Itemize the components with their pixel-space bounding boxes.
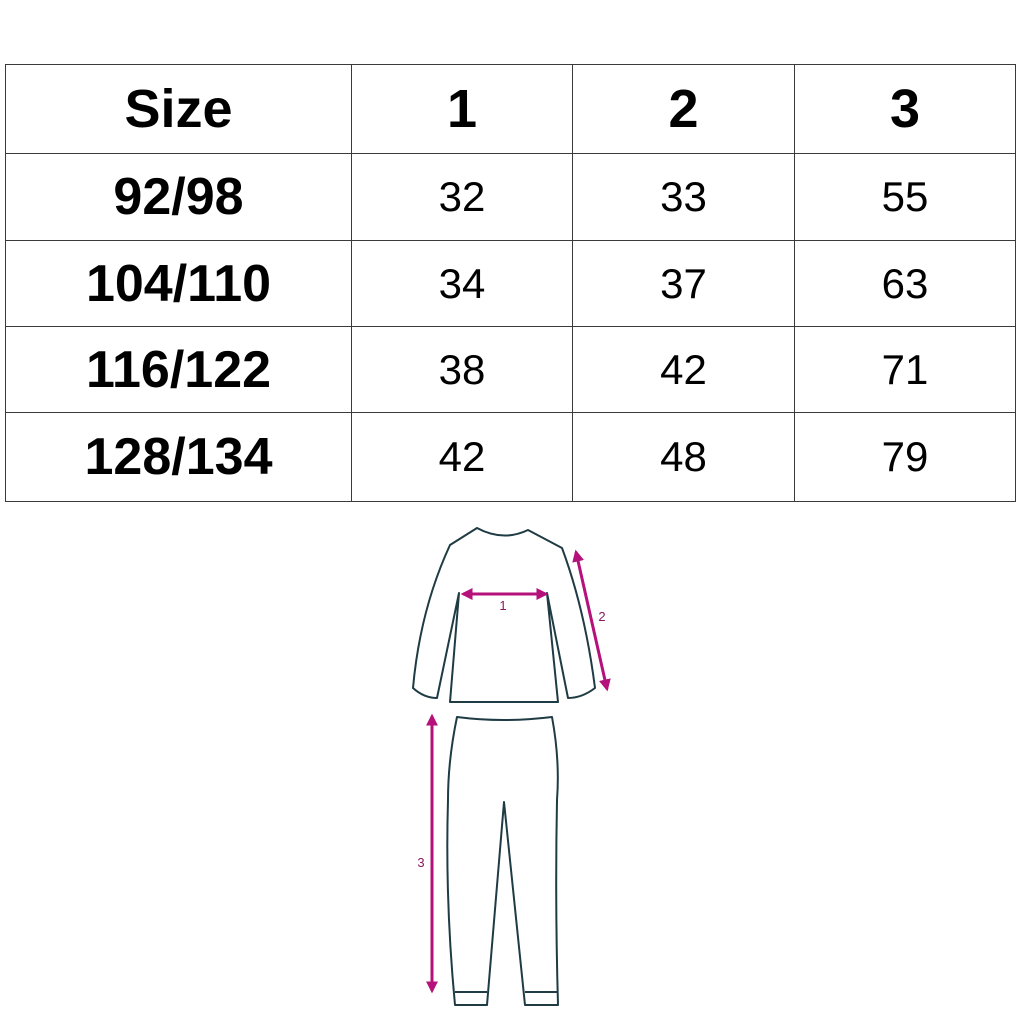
- sleeve-arrow-icon: [572, 549, 611, 692]
- header-size: Size: [5, 64, 352, 154]
- leg-label: 3: [417, 855, 424, 870]
- cell: 32: [351, 153, 573, 241]
- header-2: 2: [572, 64, 795, 154]
- cell: 42: [351, 412, 573, 502]
- cell: 55: [794, 153, 1016, 241]
- size-label: 128/134: [5, 412, 352, 502]
- cell: 37: [572, 240, 795, 327]
- cell: 71: [794, 326, 1016, 413]
- header-1: 1: [351, 64, 573, 154]
- shirt-outline-icon: [412, 527, 596, 703]
- table-row: 104/110 34 37 63: [5, 240, 1016, 327]
- cell: 38: [351, 326, 573, 413]
- cell: 34: [351, 240, 573, 327]
- table-row: 128/134 42 48 79: [5, 412, 1016, 502]
- cell: 63: [794, 240, 1016, 327]
- size-chart-table: Size 1 2 3 92/98 32 33 55 104/110 34 37 …: [5, 64, 1016, 502]
- size-label: 116/122: [5, 326, 352, 413]
- pants-outline-icon: [446, 716, 559, 1006]
- size-label: 104/110: [5, 240, 352, 327]
- table-row: 92/98 32 33 55: [5, 153, 1016, 241]
- table-row: 116/122 38 42 71: [5, 326, 1016, 413]
- chest-label: 1: [499, 598, 506, 613]
- sleeve-label: 2: [598, 609, 605, 624]
- cell: 79: [794, 412, 1016, 502]
